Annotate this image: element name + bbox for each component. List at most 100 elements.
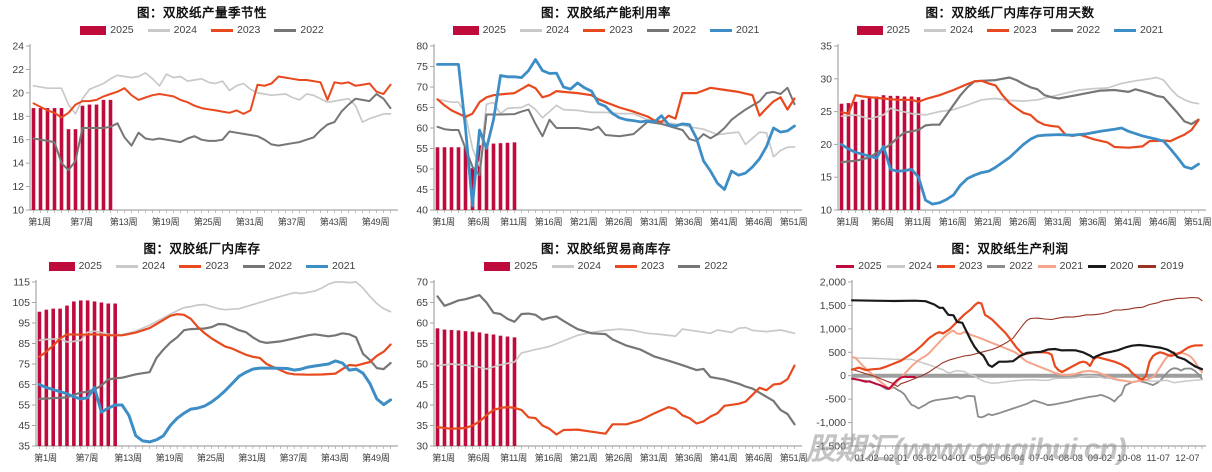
x-tick-label: 第36周 xyxy=(1079,216,1107,227)
bar xyxy=(449,147,454,210)
y-tick-label: 500 xyxy=(828,347,846,359)
x-tick-label: 第49周 xyxy=(362,216,390,227)
x-tick-label: 第11周 xyxy=(904,216,931,227)
line-2023 xyxy=(850,301,1204,381)
bar xyxy=(59,108,64,210)
bar xyxy=(51,308,56,446)
line-2021 xyxy=(37,359,393,444)
y-tick-label: 75 xyxy=(18,359,30,371)
line-2021 xyxy=(851,329,1203,390)
bar xyxy=(80,105,85,210)
legend-item-2024: 2024 xyxy=(551,260,601,272)
bar xyxy=(846,103,851,210)
bar xyxy=(72,301,76,446)
line-2022 xyxy=(436,86,796,177)
y-tick-label: 25 xyxy=(820,106,832,118)
bars-2025 xyxy=(435,328,517,446)
y-tick-label: 20 xyxy=(820,139,832,151)
legend-item-2021: 2021 xyxy=(306,260,355,272)
x-tick-label: 第13周 xyxy=(110,216,138,227)
y-tick-label: 30 xyxy=(416,441,428,453)
y-tick-label: 105 xyxy=(12,297,30,309)
legend-label: 2025 xyxy=(482,24,506,36)
legend-swatch-2023 xyxy=(936,264,955,268)
x-tick-label: 第49周 xyxy=(362,452,390,463)
legend-item-2025: 2025 xyxy=(836,260,882,272)
plot-area: -1,500 -1,000 -500 0 500 1,000 1,500 2,000 01-02… xyxy=(816,277,1206,464)
x-tick-label: 第16周 xyxy=(939,216,967,227)
legend-label: 2025 xyxy=(858,260,882,272)
legend-swatch-2021 xyxy=(1114,28,1137,32)
bar xyxy=(87,104,92,210)
legend-item-2021: 2021 xyxy=(710,24,759,36)
x-tick-label: 第1周 xyxy=(34,452,57,463)
y-tick-label: 75 xyxy=(416,61,428,73)
y-tick-label: 50 xyxy=(416,359,428,371)
x-tick-label: 第1周 xyxy=(28,216,51,227)
legend-swatch-2022 xyxy=(1050,28,1073,32)
legend-label: 2023 xyxy=(641,260,665,272)
legend-label: 2024 xyxy=(908,260,932,272)
legend-item-2024: 2024 xyxy=(147,24,197,36)
x-tick-label: 02-01 xyxy=(884,453,908,464)
legend-item-2023: 2023 xyxy=(211,24,260,36)
y-tick-label: 10 xyxy=(820,205,832,217)
chart-capacity-utilization: 图：双胶纸产能利用率 2025 2024 2023 2022 2021 40 45 50 55… xyxy=(404,0,808,236)
plot-area: 35 45 55 65 75 85 95 105 115 第1周 第7周 第13周 第19周 第25周 第3… xyxy=(12,277,398,463)
y-tick-label: 60 xyxy=(416,318,428,330)
bar xyxy=(491,334,496,446)
x-tick-label: 第46周 xyxy=(1149,216,1177,227)
legend-swatch-2025 xyxy=(48,261,75,271)
x-tick-label: 第25周 xyxy=(197,452,225,463)
x-tick-label: 第13周 xyxy=(114,452,142,463)
bar xyxy=(498,335,503,446)
legend-label: 2022 xyxy=(1009,260,1033,272)
legend-swatch-2023 xyxy=(987,28,1010,32)
y-tick-label: -1,500 xyxy=(816,441,846,453)
y-tick-label: 1,000 xyxy=(820,323,846,335)
bar xyxy=(65,305,69,446)
line-2023 xyxy=(38,313,392,376)
x-tick-label: 第1周 xyxy=(432,452,455,463)
legend-swatch-2022 xyxy=(242,264,265,268)
x-tick-label: 第21周 xyxy=(570,216,598,227)
y-tick-label: 55 xyxy=(18,400,30,412)
plot-area: 30 35 40 45 50 55 60 65 70 第1周 第6周 第11周 第16周 第21周 第26周… xyxy=(416,277,807,464)
bar xyxy=(108,99,113,210)
legend-item-2023: 2023 xyxy=(615,260,664,272)
line-2022 xyxy=(436,294,796,426)
legend-swatch-2024 xyxy=(147,28,170,32)
y-tick-label: 65 xyxy=(416,102,428,114)
y-tick-label: 45 xyxy=(416,379,428,391)
legend-item-2022: 2022 xyxy=(242,260,292,272)
y-tick-label: 65 xyxy=(18,379,30,391)
legend-label: 2020 xyxy=(1110,260,1134,272)
legend-label: 2024 xyxy=(545,24,570,36)
y-tick-label: 40 xyxy=(416,400,428,412)
y-tick-label: 95 xyxy=(18,318,30,330)
x-tick-label: 第26周 xyxy=(1009,216,1037,227)
bar xyxy=(38,108,43,210)
legend-item-2022: 2022 xyxy=(678,260,728,272)
legend: 2025 2024 2023 2022 2021 xyxy=(0,258,404,274)
line-2022 xyxy=(840,76,1200,164)
bar xyxy=(895,95,900,210)
bar xyxy=(484,333,489,446)
plot-area: 40 45 50 55 60 65 70 75 80 第1周 第6周 第11周 第16周 第21周 第26周… xyxy=(416,41,807,228)
x-tick-label: 第25周 xyxy=(194,216,222,227)
bar xyxy=(463,147,468,210)
bar xyxy=(909,96,914,210)
bar xyxy=(31,108,36,210)
line-2023 xyxy=(32,75,392,119)
x-tick-label: 第51周 xyxy=(1184,216,1212,227)
legend-label: 2025 xyxy=(514,260,538,272)
legend-swatch-2022 xyxy=(987,264,1006,268)
bars-2025 xyxy=(37,300,117,446)
bar xyxy=(435,328,440,446)
legend-label: 2024 xyxy=(141,260,166,272)
bar xyxy=(839,103,844,210)
legend-label: 2021 xyxy=(332,260,356,272)
x-tick-label: 09-02 xyxy=(1088,453,1112,464)
y-tick-label: 15 xyxy=(820,172,832,184)
